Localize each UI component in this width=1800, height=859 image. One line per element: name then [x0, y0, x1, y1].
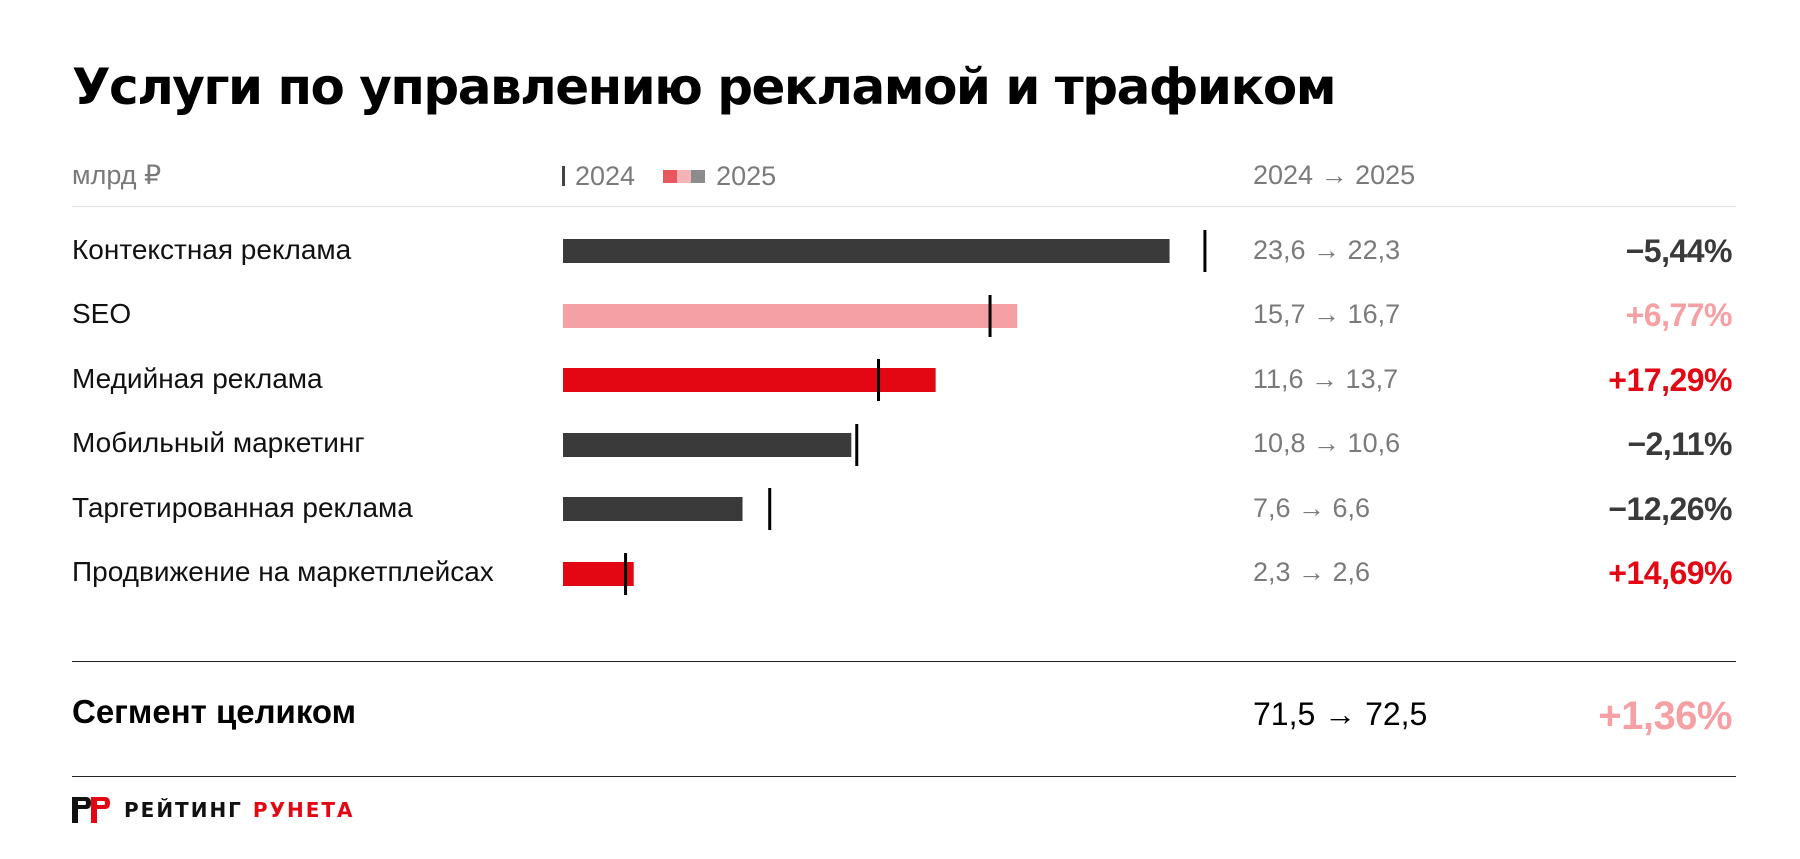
bar-2025	[563, 433, 852, 457]
row-label: Медийная реклама	[72, 363, 323, 394]
row-values: 7,6 → 6,6	[1253, 493, 1371, 523]
marker-2024	[988, 295, 992, 337]
total-label: Сегмент целиком	[72, 693, 357, 730]
row-change-pct: +6,77%	[1625, 297, 1733, 333]
bar-2025	[563, 239, 1170, 263]
units-label: млрд ₽	[72, 160, 162, 190]
brand-word-1: РЕЙТИНГ	[124, 798, 243, 822]
legend-swatch-2025	[663, 169, 706, 183]
brand-logo: РЕЙТИНГ РУНЕТА	[72, 797, 355, 823]
footer-divider	[72, 776, 1736, 777]
total-values: 71,5 → 72,5	[1253, 696, 1428, 732]
row-label: Контекстная реклама	[72, 234, 352, 265]
chart-title: Услуги по управлению рекламой и трафиком	[72, 58, 1337, 116]
row-change-pct: −12,26%	[1608, 491, 1732, 527]
total-divider	[72, 661, 1736, 662]
bar-2025	[563, 497, 743, 521]
marker-2024	[768, 488, 772, 530]
row-values: 11,6 → 13,7	[1253, 364, 1399, 394]
row-label: Таргетированная реклама	[72, 492, 413, 523]
bar-2025	[563, 368, 936, 392]
row-label: Продвижение на маркетплейсах	[72, 556, 494, 587]
marker-2024	[877, 359, 881, 401]
total-change-pct: +1,36%	[1598, 694, 1732, 738]
row-change-pct: −2,11%	[1627, 426, 1732, 462]
legend: 2024 2025	[562, 160, 776, 192]
brand-word-2: РУНЕТА	[252, 798, 355, 822]
marker-2024	[1203, 230, 1207, 272]
row-values: 10,8 → 10,6	[1253, 428, 1401, 458]
row-label: Мобильный маркетинг	[72, 427, 365, 458]
row-values: 15,7 → 16,7	[1253, 299, 1401, 329]
bar-2025	[563, 562, 634, 586]
header-divider	[72, 206, 1736, 207]
legend-label-2025: 2025	[716, 160, 777, 191]
change-column-header: 2024 → 2025	[1253, 160, 1416, 190]
marker-2024	[624, 553, 628, 595]
legend-marker-2024	[562, 166, 565, 186]
bar-2025	[563, 304, 1018, 328]
bar-chart	[563, 230, 1207, 595]
brand-mark-icon	[72, 797, 110, 823]
row-change-pct: +14,69%	[1608, 555, 1732, 591]
row-values: 23,6 → 22,3	[1253, 235, 1401, 265]
row-change-pct: +17,29%	[1608, 362, 1732, 398]
row-change-pct: −5,44%	[1625, 233, 1733, 269]
marker-2024	[855, 424, 859, 466]
legend-label-2024: 2024	[575, 160, 636, 191]
row-label: SEO	[72, 298, 132, 329]
row-values: 2,3 → 2,6	[1253, 557, 1371, 587]
